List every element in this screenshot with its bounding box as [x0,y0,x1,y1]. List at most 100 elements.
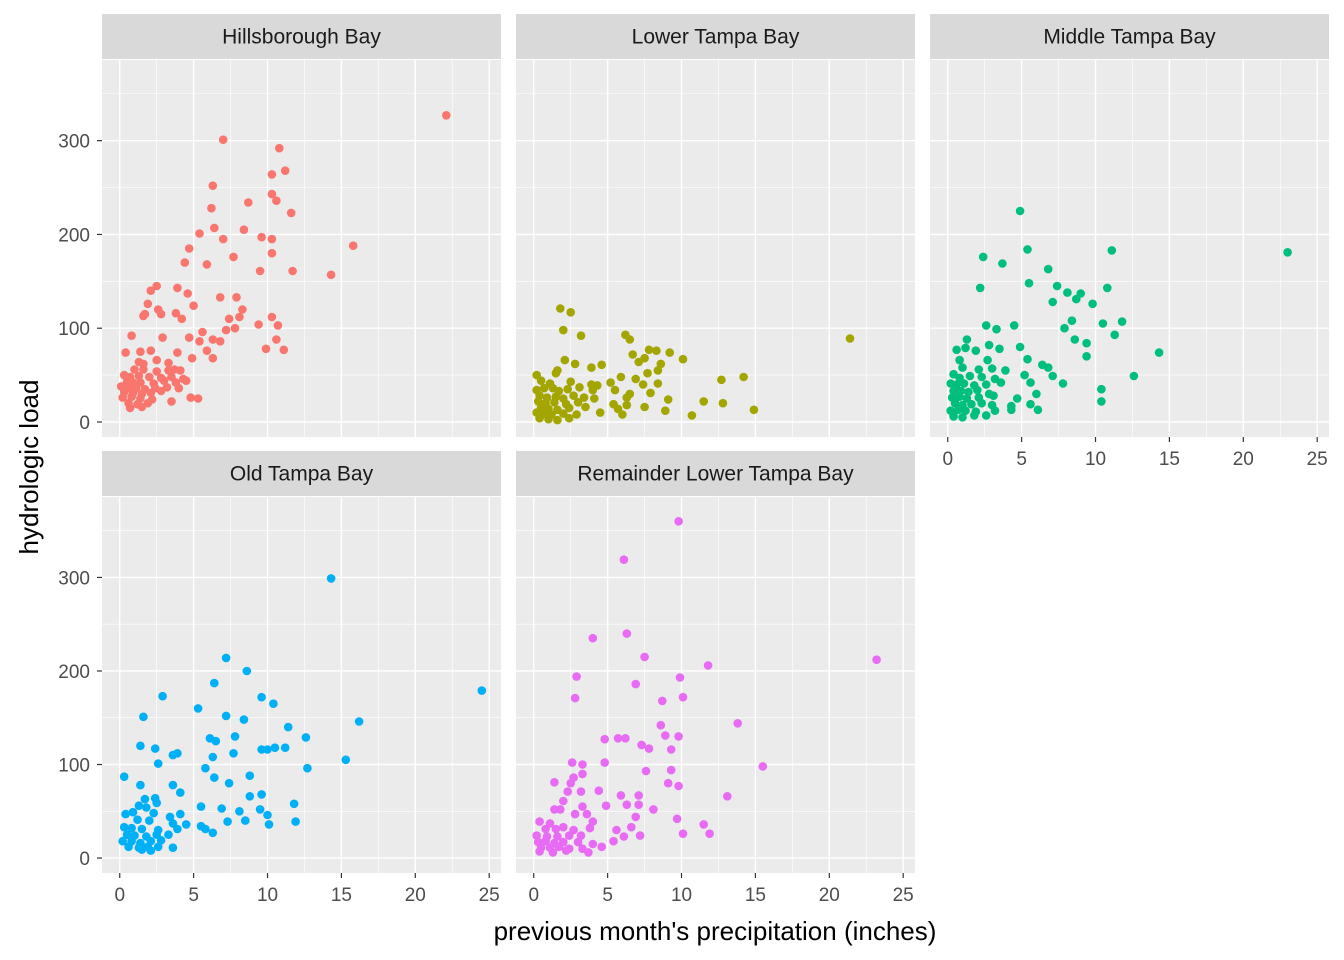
data-point [477,686,487,695]
data-point [570,809,580,819]
facet-strip-label: Old Tampa Bay [230,463,374,486]
data-point [675,673,685,682]
data-point [210,678,219,688]
data-point [955,392,964,402]
data-point [208,335,218,344]
data-point [644,345,654,355]
data-point [261,344,271,354]
data-point [566,308,575,317]
data-point [619,555,629,564]
data-point [643,368,652,378]
data-point [678,829,688,838]
facet-strip-label: Middle Tampa Bay [1043,26,1216,49]
data-point [189,301,198,311]
y-axis-title: hydrologic load [14,380,44,555]
data-point [965,371,975,381]
x-tick-label: 5 [1016,449,1027,470]
data-point [578,802,587,811]
data-point [149,808,158,818]
data-point [556,805,565,814]
data-point [257,745,266,754]
data-point [978,252,988,262]
data-point [184,244,194,253]
data-point [211,736,221,746]
data-point [576,331,586,341]
data-point [156,836,166,845]
data-point [967,399,976,409]
data-point [989,391,998,401]
data-point [1082,338,1091,348]
facet-strip-label: Remainder Lower Tampa Bay [577,463,854,486]
data-point [758,762,768,771]
data-point [955,355,964,365]
facet-strip [102,14,501,59]
data-point [628,350,637,359]
data-point [992,324,1001,334]
data-point [949,412,958,421]
data-point [550,805,559,814]
data-point [124,842,133,852]
data-point [273,321,283,330]
data-point [653,366,663,375]
data-point [560,355,570,365]
data-point [255,805,265,814]
data-point [983,355,992,365]
data-point [272,335,281,344]
data-point [193,394,203,403]
data-point [165,812,175,822]
data-point [286,208,296,218]
data-point [958,363,967,372]
data-point [579,393,589,402]
data-point [136,347,145,357]
data-point [173,348,182,357]
data-point [584,848,593,857]
data-point [207,203,216,213]
x-tick-label: 15 [331,885,352,906]
data-point [326,574,336,583]
data-point [146,388,156,398]
data-point [1007,405,1016,415]
data-point [533,397,543,406]
data-point [563,384,572,394]
x-tick-label: 10 [1085,449,1106,470]
data-point [272,196,281,205]
x-tick-label: 0 [528,885,539,906]
data-point [168,780,178,790]
data-point [646,388,655,398]
data-point [572,672,581,681]
data-point [152,355,161,365]
data-point [1043,363,1053,372]
data-point [718,398,728,408]
data-point [996,378,1006,387]
data-point [142,803,151,812]
data-point [575,383,584,392]
data-point [536,376,546,386]
data-point [995,344,1004,354]
data-point [621,734,630,743]
x-tick-label: 25 [1307,449,1328,470]
data-point [245,792,255,801]
data-point [573,837,583,847]
data-point [553,415,562,425]
x-tick-label: 5 [188,885,199,906]
data-point [1070,335,1080,344]
data-point [634,800,643,809]
data-point [133,815,142,824]
data-point [699,397,708,406]
facet-strip [930,14,1329,59]
data-point [198,327,207,337]
data-point [183,289,192,298]
data-point [442,111,451,120]
data-point [187,353,197,363]
data-point [137,845,147,854]
data-point [1110,330,1119,340]
data-point [541,836,550,846]
data-point [962,335,972,344]
data-point [280,166,290,175]
data-point [566,778,575,788]
data-point [223,817,232,826]
data-point [717,375,726,385]
data-point [539,383,549,393]
data-point [616,791,626,800]
data-point [139,311,148,321]
